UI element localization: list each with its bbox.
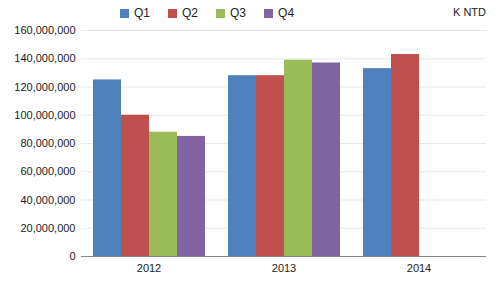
- html-text:K NTD: K NTD: [453, 6, 486, 18]
- svg-text:2014: 2014: [407, 262, 431, 274]
- svg-text:80,000,000: 80,000,000: [20, 137, 75, 149]
- svg-text:0: 0: [69, 250, 75, 262]
- svg-text:140,000,000: 140,000,000: [14, 52, 75, 64]
- html-text:Q2: Q2: [182, 6, 198, 20]
- svg-text:2012: 2012: [137, 262, 161, 274]
- html-text:Q3: Q3: [230, 6, 246, 20]
- svg-text:60,000,000: 60,000,000: [20, 165, 75, 177]
- html-text:Q4: Q4: [278, 6, 295, 20]
- svg-text:2013: 2013: [272, 262, 296, 274]
- svg-text:120,000,000: 120,000,000: [14, 81, 75, 93]
- svg-text:100,000,000: 100,000,000: [14, 109, 75, 121]
- html-text:Q1: Q1: [134, 6, 150, 20]
- svg-text:160,000,000: 160,000,000: [14, 24, 75, 36]
- svg-text:40,000,000: 40,000,000: [20, 194, 75, 206]
- svg-text:20,000,000: 20,000,000: [20, 222, 75, 234]
